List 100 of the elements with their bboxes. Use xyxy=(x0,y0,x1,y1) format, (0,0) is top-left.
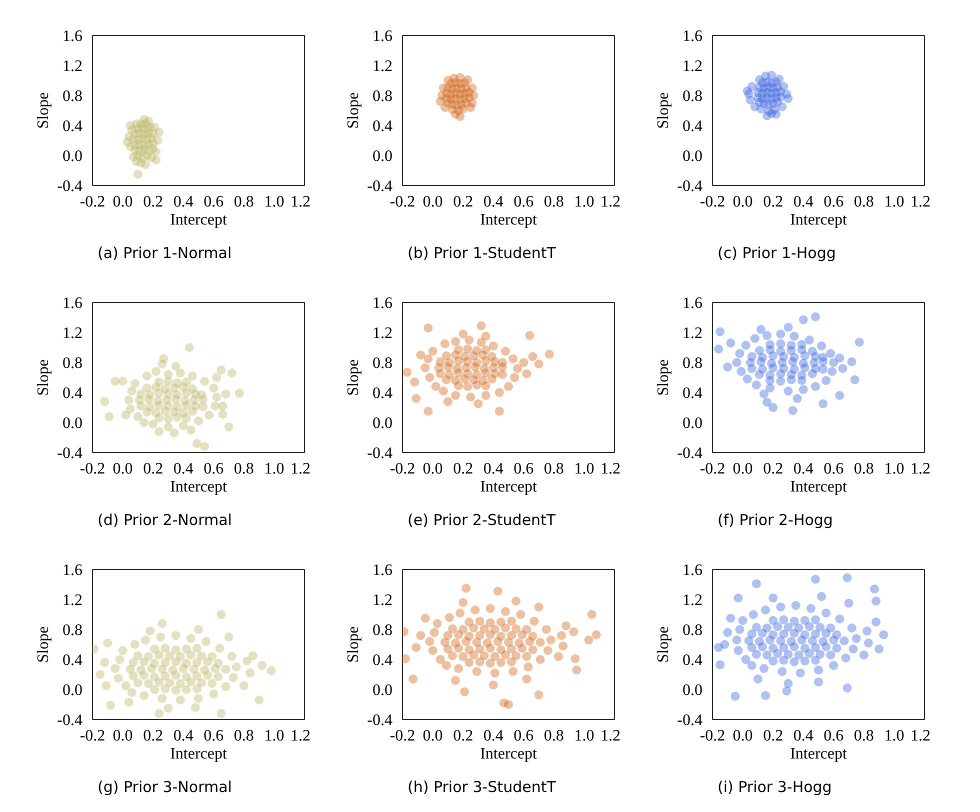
x-tick-label: 0.4 xyxy=(173,194,194,210)
y-tick-label: 0.4 xyxy=(372,385,392,402)
x-tick-label: 0.2 xyxy=(763,728,784,744)
y-tick-label: 0.0 xyxy=(372,415,392,432)
x-tick-label: 1.0 xyxy=(264,460,284,478)
y-axis-title: Slope xyxy=(345,92,362,129)
text: (a) Prior 1-Normal xyxy=(98,244,232,262)
x-tick-label: 0.4 xyxy=(793,194,814,210)
x-axis-title: Intercept xyxy=(480,212,538,228)
y-tick-label: 0.4 xyxy=(682,385,702,402)
x-tick-label: 0.0 xyxy=(422,460,443,478)
x-tick-label: 0.4 xyxy=(173,460,194,478)
y-tick-label: 1.2 xyxy=(682,325,702,342)
y-axis-title: Slope xyxy=(35,92,52,129)
y-axis-title: Slope xyxy=(35,359,52,396)
x-tick-label: 0.2 xyxy=(453,728,474,744)
x-axis-title: Intercept xyxy=(170,212,228,228)
x-tick-label: 1.2 xyxy=(290,728,310,744)
x-tick-label: 0.0 xyxy=(112,728,133,744)
y-tick-label: 0.8 xyxy=(372,622,392,639)
x-tick-label: 0.2 xyxy=(763,194,784,210)
x-tick-label: 0.0 xyxy=(422,728,443,744)
y-tick-label: 0.4 xyxy=(682,118,702,135)
y-tick-label: 0.4 xyxy=(372,118,392,135)
x-tick-label: 0.8 xyxy=(234,460,254,478)
x-tick-label: 0.4 xyxy=(483,728,504,744)
x-tick-label: 0.2 xyxy=(143,194,164,210)
y-tick-label: 0.4 xyxy=(372,652,392,669)
y-tick-label: -0.4 xyxy=(367,178,392,195)
y-axis-title: Slope xyxy=(655,92,672,129)
text: (b) Prior 1-StudentT xyxy=(408,244,557,262)
x-tick-label: 1.0 xyxy=(574,728,594,744)
text: (g) Prior 3-Normal xyxy=(98,778,232,796)
x-axis-title: Intercept xyxy=(790,478,848,496)
x-tick-label: 1.0 xyxy=(884,728,904,744)
y-tick-label: 1.6 xyxy=(62,28,82,45)
x-tick-label: 1.2 xyxy=(600,460,620,478)
y-tick-label: 1.6 xyxy=(62,295,82,312)
x-tick-label: 0.8 xyxy=(544,728,564,744)
x-tick-label: 0.4 xyxy=(173,728,194,744)
x-tick-label: 0.6 xyxy=(204,194,224,210)
x-tick-label: 1.0 xyxy=(264,194,284,210)
text: (f) Prior 2-Hogg xyxy=(718,511,833,529)
x-tick-label: -0.2 xyxy=(700,460,726,478)
y-tick-label: 1.6 xyxy=(62,562,82,579)
y-tick-label: 0.4 xyxy=(62,118,82,135)
y-tick-label: 0.8 xyxy=(62,88,82,105)
y-axis-title: Slope xyxy=(655,359,672,396)
x-tick-label: -0.2 xyxy=(700,194,726,210)
y-tick-label: -0.4 xyxy=(57,178,82,195)
x-tick-label: 1.0 xyxy=(264,728,284,744)
y-tick-label: -0.4 xyxy=(367,712,392,729)
x-tick-label: 0.6 xyxy=(204,460,224,478)
x-tick-label: 1.2 xyxy=(910,460,930,478)
x-tick-label: 1.0 xyxy=(574,460,594,478)
y-tick-label: 0.8 xyxy=(62,622,82,639)
x-tick-label: 1.2 xyxy=(910,728,930,744)
y-tick-label: 1.6 xyxy=(372,28,392,45)
x-tick-label: 1.2 xyxy=(600,194,620,210)
y-tick-label: 0.8 xyxy=(682,355,702,372)
x-tick-label: 0.6 xyxy=(824,194,844,210)
x-tick-label: 1.0 xyxy=(884,460,904,478)
x-tick-label: 0.2 xyxy=(453,460,474,478)
x-tick-label: 0.8 xyxy=(544,194,564,210)
x-tick-label: 0.4 xyxy=(793,460,814,478)
y-tick-label: 0.8 xyxy=(62,355,82,372)
x-axis-title: Intercept xyxy=(790,746,848,762)
x-tick-label: 0.6 xyxy=(204,728,224,744)
y-tick-label: 1.6 xyxy=(372,295,392,312)
x-tick-label: 1.2 xyxy=(290,194,310,210)
x-tick-label: 1.2 xyxy=(290,460,310,478)
y-tick-label: 0.0 xyxy=(682,415,702,432)
y-tick-label: 1.2 xyxy=(62,325,82,342)
x-tick-label: 0.6 xyxy=(514,728,534,744)
x-tick-label: -0.2 xyxy=(700,728,726,744)
x-tick-label: -0.2 xyxy=(80,728,106,744)
x-tick-label: 0.6 xyxy=(514,460,534,478)
text: (h) Prior 3-StudentT xyxy=(408,778,557,796)
y-tick-label: 0.0 xyxy=(682,682,702,699)
x-tick-label: 0.4 xyxy=(793,728,814,744)
x-tick-label: 0.8 xyxy=(234,194,254,210)
x-tick-label: 1.2 xyxy=(910,194,930,210)
y-tick-label: 1.2 xyxy=(62,58,82,75)
x-axis-title: Intercept xyxy=(790,212,848,228)
y-tick-label: 0.0 xyxy=(62,682,82,699)
x-tick-label: 0.8 xyxy=(854,194,874,210)
x-tick-label: -0.2 xyxy=(80,194,106,210)
y-tick-label: 1.2 xyxy=(372,325,392,342)
x-axis-title: Intercept xyxy=(170,478,228,496)
x-tick-label: 0.0 xyxy=(422,194,443,210)
x-tick-label: 1.2 xyxy=(600,728,620,744)
text: (i) Prior 3-Hogg xyxy=(718,778,832,796)
y-tick-label: 1.2 xyxy=(62,592,82,609)
x-axis-title: Intercept xyxy=(480,746,538,762)
x-tick-label: -0.2 xyxy=(390,460,416,478)
y-tick-label: 0.8 xyxy=(682,622,702,639)
y-tick-label: 1.2 xyxy=(682,592,702,609)
text: (c) Prior 1-Hogg xyxy=(718,244,836,262)
y-tick-label: -0.4 xyxy=(677,178,702,195)
y-tick-label: -0.4 xyxy=(367,445,392,462)
